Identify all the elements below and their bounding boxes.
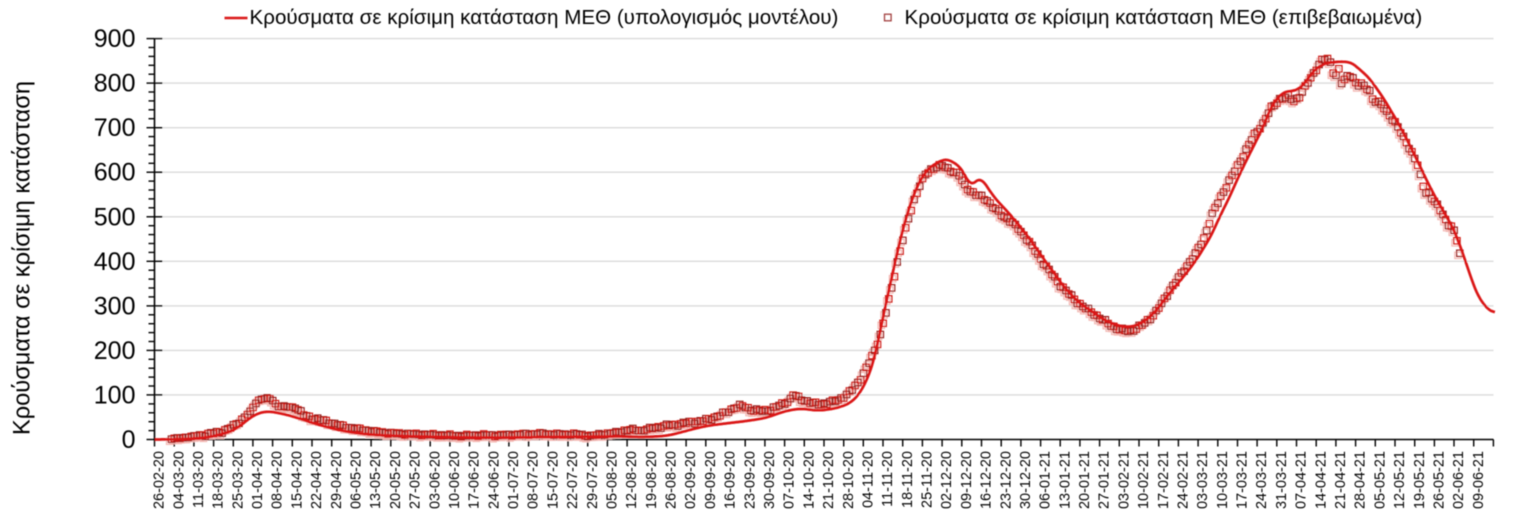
svg-text:23-12-20: 23-12-20 (998, 451, 1014, 509)
svg-text:07-10-20: 07-10-20 (782, 451, 798, 509)
svg-text:14-04-21: 14-04-21 (1313, 451, 1329, 509)
svg-text:04-03-20: 04-03-20 (171, 451, 187, 509)
svg-text:28-10-20: 28-10-20 (841, 451, 857, 509)
svg-text:17-03-21: 17-03-21 (1235, 451, 1251, 509)
svg-text:03-03-21: 03-03-21 (1195, 451, 1211, 509)
svg-text:Κρούσματα σε κρίσιμη κατάσταση: Κρούσματα σε κρίσιμη κατάσταση (10, 81, 36, 435)
svg-text:26-05-21: 26-05-21 (1432, 451, 1448, 509)
svg-text:11-11-20: 11-11-20 (880, 451, 896, 507)
svg-text:25-03-20: 25-03-20 (230, 451, 246, 509)
svg-text:31-03-21: 31-03-21 (1274, 451, 1290, 509)
svg-text:12-08-20: 12-08-20 (624, 451, 640, 509)
svg-text:17-02-21: 17-02-21 (1156, 451, 1172, 509)
svg-text:06-05-20: 06-05-20 (349, 451, 365, 509)
svg-text:06-01-21: 06-01-21 (1038, 451, 1054, 509)
svg-text:900: 900 (94, 25, 136, 53)
svg-text:09-12-20: 09-12-20 (959, 451, 975, 509)
svg-text:04-11-20: 04-11-20 (860, 451, 876, 508)
svg-text:26-02-20: 26-02-20 (152, 451, 168, 509)
svg-text:18-11-20: 18-11-20 (900, 451, 916, 508)
svg-text:300: 300 (94, 292, 136, 320)
svg-text:12-05-21: 12-05-21 (1392, 451, 1408, 509)
svg-text:08-07-20: 08-07-20 (526, 451, 542, 509)
svg-text:09-06-21: 09-06-21 (1471, 451, 1487, 509)
svg-text:200: 200 (94, 337, 136, 365)
svg-text:03-02-21: 03-02-21 (1116, 451, 1132, 509)
svg-text:Κρούσματα σε κρίσιμη κατάσταση: Κρούσματα σε κρίσιμη κατάσταση ΜΕΘ (υπολ… (250, 6, 839, 29)
svg-text:16-12-20: 16-12-20 (979, 451, 995, 509)
svg-text:07-04-21: 07-04-21 (1294, 451, 1310, 509)
svg-text:27-05-20: 27-05-20 (408, 451, 424, 509)
svg-text:21-10-20: 21-10-20 (821, 451, 837, 509)
svg-text:10-03-21: 10-03-21 (1215, 451, 1231, 509)
svg-text:17-06-20: 17-06-20 (467, 451, 483, 509)
svg-text:13-01-21: 13-01-21 (1057, 451, 1073, 509)
svg-text:500: 500 (94, 203, 136, 231)
svg-text:Κρούσματα σε κρίσιμη κατάσταση: Κρούσματα σε κρίσιμη κατάσταση ΜΕΘ (επιβ… (905, 6, 1423, 29)
svg-text:100: 100 (94, 381, 136, 409)
svg-text:29-07-20: 29-07-20 (585, 451, 601, 509)
svg-text:28-04-21: 28-04-21 (1353, 451, 1369, 509)
svg-text:13-05-20: 13-05-20 (368, 451, 384, 509)
svg-text:400: 400 (94, 248, 136, 276)
svg-text:05-08-20: 05-08-20 (605, 451, 621, 509)
svg-text:11-03-20: 11-03-20 (191, 451, 207, 508)
svg-text:14-10-20: 14-10-20 (801, 451, 817, 509)
svg-text:26-08-20: 26-08-20 (664, 451, 680, 509)
svg-text:30-12-20: 30-12-20 (1018, 451, 1034, 509)
svg-text:22-07-20: 22-07-20 (565, 451, 581, 509)
svg-text:21-04-21: 21-04-21 (1333, 451, 1349, 509)
svg-text:16-09-20: 16-09-20 (723, 451, 739, 509)
svg-text:25-11-20: 25-11-20 (920, 451, 936, 508)
svg-text:700: 700 (94, 114, 136, 142)
svg-text:08-04-20: 08-04-20 (270, 451, 286, 509)
svg-text:02-09-20: 02-09-20 (683, 451, 699, 509)
svg-text:24-02-21: 24-02-21 (1176, 451, 1192, 509)
svg-text:03-06-20: 03-06-20 (427, 451, 443, 509)
svg-text:22-04-20: 22-04-20 (309, 451, 325, 509)
svg-text:24-03-21: 24-03-21 (1254, 451, 1270, 509)
svg-text:0: 0 (122, 426, 136, 454)
svg-text:19-08-20: 19-08-20 (644, 451, 660, 509)
svg-text:10-06-20: 10-06-20 (447, 451, 463, 509)
svg-text:10-02-21: 10-02-21 (1136, 451, 1152, 509)
svg-text:19-05-21: 19-05-21 (1412, 451, 1428, 509)
svg-text:20-05-20: 20-05-20 (388, 451, 404, 509)
svg-text:05-05-21: 05-05-21 (1372, 451, 1388, 509)
svg-text:01-07-20: 01-07-20 (506, 451, 522, 509)
svg-text:27-01-21: 27-01-21 (1097, 451, 1113, 509)
svg-text:15-04-20: 15-04-20 (289, 451, 305, 509)
svg-text:800: 800 (94, 70, 136, 98)
svg-text:600: 600 (94, 159, 136, 187)
svg-text:02-12-20: 02-12-20 (939, 451, 955, 509)
svg-text:23-09-20: 23-09-20 (742, 451, 758, 509)
svg-text:18-03-20: 18-03-20 (211, 451, 227, 509)
svg-text:20-01-21: 20-01-21 (1077, 451, 1093, 509)
svg-text:29-04-20: 29-04-20 (329, 451, 345, 509)
svg-text:15-07-20: 15-07-20 (545, 451, 561, 509)
svg-text:01-04-20: 01-04-20 (250, 451, 266, 509)
svg-text:30-09-20: 30-09-20 (762, 451, 778, 509)
svg-text:02-06-21: 02-06-21 (1451, 451, 1467, 509)
svg-text:09-09-20: 09-09-20 (703, 451, 719, 509)
svg-text:24-06-20: 24-06-20 (486, 451, 502, 509)
